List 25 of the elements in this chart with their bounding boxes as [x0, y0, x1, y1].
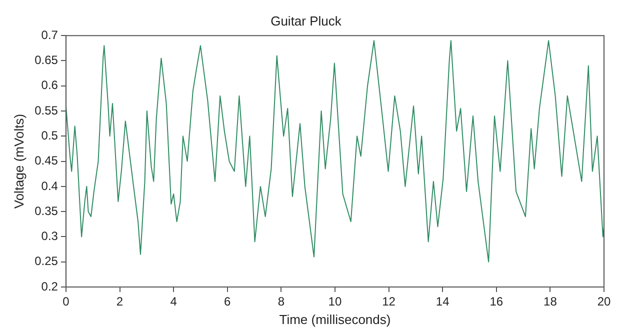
- x-tick-label: 18: [544, 294, 558, 309]
- chart-title: Guitar Pluck: [270, 13, 342, 28]
- x-tick-label: 4: [170, 294, 178, 309]
- y-tick-label: 0.45: [34, 154, 58, 168]
- y-tick-label: 0.3: [41, 229, 58, 244]
- y-tick-label: 0.5: [41, 128, 58, 142]
- y-tick-label: 0.6: [41, 78, 58, 92]
- x-tick-label: 14: [436, 294, 450, 309]
- y-tick-label: 0.25: [34, 254, 58, 268]
- y-tick-label: 0.2: [41, 279, 58, 294]
- y-tick-label: 0.4: [41, 178, 58, 193]
- x-tick-label: 12: [382, 294, 396, 309]
- x-tick-label: 10: [328, 294, 342, 309]
- y-tick-label: 0.65: [34, 53, 58, 68]
- x-axis-title: Time (milliseconds): [279, 312, 391, 327]
- x-tick-label: 0: [62, 294, 70, 309]
- x-tick-label: 16: [490, 294, 504, 309]
- x-tick-label: 6: [224, 294, 232, 309]
- y-tick-label: 0.35: [34, 204, 58, 218]
- y-tick-label: 0.55: [34, 103, 58, 118]
- x-tick-label: 8: [278, 294, 285, 309]
- x-tick-label: 20: [597, 294, 611, 309]
- y-tick-label: 0.7: [41, 28, 58, 42]
- x-tick-label: 2: [116, 294, 124, 309]
- y-axis-title: Voltage (mVolts): [11, 114, 26, 209]
